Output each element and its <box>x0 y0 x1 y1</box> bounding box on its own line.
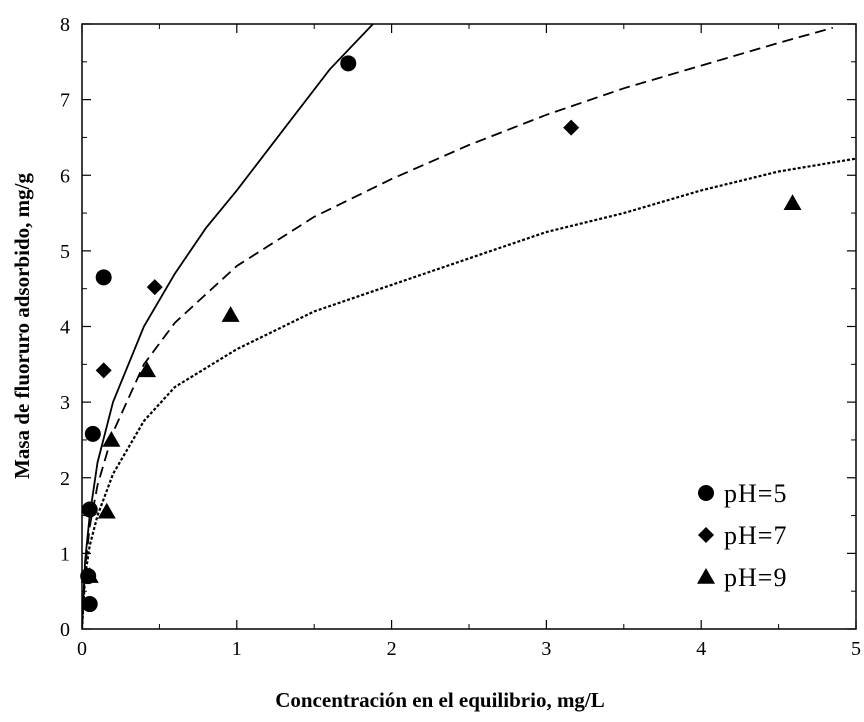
x-tick-label: 3 <box>541 638 551 660</box>
legend-label: pH=9 <box>724 563 787 592</box>
data-point-diamond <box>563 119 580 136</box>
fit-curve-solid <box>82 24 374 629</box>
legend-label: pH=7 <box>724 521 787 550</box>
legend-marker-triangle <box>697 568 715 584</box>
data-point-triangle <box>102 430 121 447</box>
data-point-circle <box>84 425 101 442</box>
axis-ticks: 0 1 2 3 4 5 0 1 2 3 4 5 6 7 8 <box>60 14 861 660</box>
x-tick-label: 4 <box>696 638 706 660</box>
data-point-triangle <box>80 567 99 583</box>
y-tick-label: 2 <box>60 468 70 490</box>
data-point-triangle <box>97 502 116 519</box>
y-axis-title: Masa de fluoruro adsorbido, mg/g <box>10 173 34 479</box>
data-point-triangle <box>783 194 802 210</box>
legend-label: pH=5 <box>724 479 787 508</box>
data-point-circle <box>340 55 357 72</box>
y-tick-label: 7 <box>60 90 70 112</box>
data-points <box>80 55 802 613</box>
legend-marker-diamond <box>698 527 714 543</box>
data-point-diamond <box>95 362 112 379</box>
y-tick-label: 1 <box>60 543 70 565</box>
y-tick-label: 5 <box>60 241 70 263</box>
y-tick-label: 6 <box>60 165 70 187</box>
legend-marker-circle <box>698 485 714 501</box>
fit-curve-dotted <box>82 157 856 629</box>
x-axis-title: Concentración en el equilibrio, mg/L <box>275 688 605 712</box>
x-tick-label: 0 <box>77 638 87 660</box>
legend: pH=5 pH=7 pH=9 <box>697 479 787 592</box>
x-tick-label: 1 <box>232 638 242 660</box>
data-point-circle <box>95 269 112 286</box>
fit-curve-dashed <box>82 26 834 629</box>
y-tick-label: 0 <box>60 619 70 641</box>
y-tick-label: 4 <box>60 317 70 339</box>
x-tick-label: 5 <box>851 638 861 660</box>
data-point-circle <box>81 596 98 613</box>
y-tick-label: 8 <box>60 14 70 36</box>
data-point-triangle <box>138 361 157 378</box>
data-point-triangle <box>221 306 240 322</box>
x-tick-label: 2 <box>387 638 397 660</box>
data-point-diamond <box>146 279 163 296</box>
data-point-circle <box>81 501 98 518</box>
y-tick-label: 3 <box>60 392 70 414</box>
